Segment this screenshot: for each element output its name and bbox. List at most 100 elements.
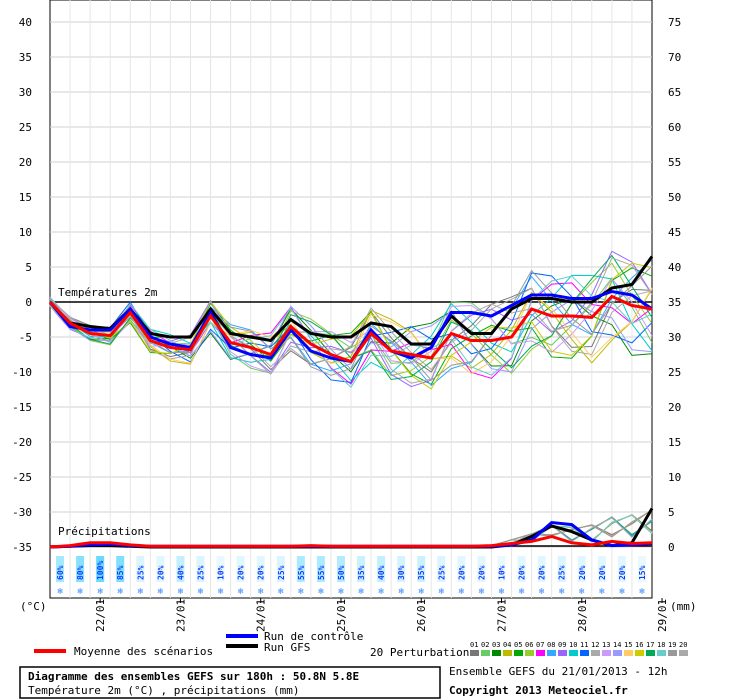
snow-percent-label: 20% xyxy=(598,565,607,580)
perturbation-swatch xyxy=(635,650,644,656)
footer-title: Diagramme des ensembles GEFS sur 180h : … xyxy=(28,670,359,683)
snow-percent-label: 25% xyxy=(136,565,145,580)
perturbation-id: 18 xyxy=(657,641,665,649)
right-tick-label: 15 xyxy=(668,436,681,449)
snow-bar xyxy=(256,556,265,582)
date-label: 24/01 xyxy=(255,599,268,632)
snow-percent-label: 55% xyxy=(317,565,326,580)
perturbation-swatch xyxy=(668,650,677,656)
legend-mean-label: Moyenne des scénarios xyxy=(74,645,213,658)
perturbation-id: 16 xyxy=(635,641,643,649)
main-series xyxy=(48,255,654,549)
snow-percent-label: 80% xyxy=(76,565,85,580)
perturbation-temp-line xyxy=(49,287,653,371)
perturbations-count-label: 20 Perturbations xyxy=(370,646,476,659)
perturbation-id: 07 xyxy=(536,641,544,649)
snowflake-icon: ❄ xyxy=(378,587,384,597)
snow-cell: 25% ❄ xyxy=(196,556,206,597)
perturbation-swatch xyxy=(580,650,589,656)
left-tick-label: 40 xyxy=(19,16,32,29)
snowflake-icon: ❄ xyxy=(97,587,103,597)
snow-cell: 60% ❄ xyxy=(56,556,65,597)
snow-percent-label: 100% xyxy=(96,561,105,580)
perturbation-id: 14 xyxy=(613,641,621,649)
snow-bar xyxy=(417,556,426,582)
perturbation-swatch xyxy=(536,650,545,656)
snow-bar xyxy=(76,556,85,582)
snow-cell: 20% ❄ xyxy=(517,556,527,597)
snowflake-icon: ❄ xyxy=(118,587,124,597)
date-label: 26/01 xyxy=(415,599,428,632)
snow-percent-label: 10% xyxy=(498,565,507,580)
snow-bar xyxy=(497,556,506,582)
perturbation-temp-line xyxy=(49,267,653,386)
right-tick-label: 20 xyxy=(668,401,681,414)
snow-cell: 25% ❄ xyxy=(136,556,145,597)
snow-cell: 10% ❄ xyxy=(497,556,507,597)
perturbation-id: 17 xyxy=(646,641,654,649)
snow-cell: 25% ❄ xyxy=(557,556,567,597)
right-tick-label: 60 xyxy=(668,121,681,134)
legend-gfs-label: Run GFS xyxy=(264,641,310,654)
snowflake-icon: ❄ xyxy=(358,587,364,597)
snowflake-icon: ❄ xyxy=(559,587,565,597)
perturbation-id: 19 xyxy=(668,641,676,649)
snow-cell: 20% ❄ xyxy=(537,556,547,597)
snow-percent-label: 55% xyxy=(297,565,306,580)
snow-bar xyxy=(316,556,325,582)
perturbation-id: 09 xyxy=(558,641,566,649)
snow-cell: 40% ❄ xyxy=(176,556,185,597)
right-tick-label: 65 xyxy=(668,86,681,99)
snow-bar xyxy=(377,556,386,582)
snowflake-icon: ❄ xyxy=(198,587,204,597)
snow-cell: 30% ❄ xyxy=(397,556,406,597)
snow-bar xyxy=(397,556,406,582)
perturbation-id: 15 xyxy=(624,641,632,649)
perturbation-swatch xyxy=(492,650,501,656)
snowflake-icon: ❄ xyxy=(398,587,404,597)
snow-cell: 25% ❄ xyxy=(276,556,286,597)
snow-bar xyxy=(136,556,145,582)
right-tick-label: 40 xyxy=(668,261,681,274)
left-tick-label: 35 xyxy=(19,51,32,64)
series-temp-line xyxy=(48,255,654,346)
perturbation-temp-line xyxy=(49,282,653,385)
snow-cell: 20% ❄ xyxy=(156,556,165,597)
perturbation-temp-line xyxy=(49,250,653,388)
snowflake-icon: ❄ xyxy=(439,587,445,597)
snow-percent-label: 20% xyxy=(518,565,527,580)
snow-cell: 20% ❄ xyxy=(617,556,627,597)
snowflake-icon: ❄ xyxy=(278,587,284,597)
left-tick-label: 5 xyxy=(25,261,32,274)
snow-bar xyxy=(577,556,586,582)
snow-cell: 85% ❄ xyxy=(116,556,125,597)
snow-bar xyxy=(236,556,245,582)
series-temp-line xyxy=(48,294,653,364)
perturbation-temp-line xyxy=(49,275,653,388)
perturbation-id: 03 xyxy=(492,641,500,649)
date-label: 27/01 xyxy=(496,599,509,632)
snowflake-icon: ❄ xyxy=(77,587,83,597)
snow-bar xyxy=(116,556,125,582)
snow-percent-label: 85% xyxy=(116,565,125,580)
snow-percent-label: 20% xyxy=(237,565,246,580)
snow-bar xyxy=(156,556,165,582)
snowflake-icon: ❄ xyxy=(419,587,425,597)
perturbation-id: 12 xyxy=(591,641,599,649)
snowflake-icon: ❄ xyxy=(539,587,545,597)
perturbation-id: 06 xyxy=(525,641,533,649)
snowflake-icon: ❄ xyxy=(519,587,525,597)
snowflake-icon: ❄ xyxy=(459,587,465,597)
snow-percent-label: 25% xyxy=(558,565,567,580)
snow-cell: 20% ❄ xyxy=(457,556,466,597)
snow-cell: 40% ❄ xyxy=(377,556,386,597)
perturbation-swatch xyxy=(657,650,666,656)
snow-bar xyxy=(176,556,185,582)
snow-percent-label: 60% xyxy=(56,565,65,580)
left-tick-label: 30 xyxy=(19,86,32,99)
perturbation-temp-line xyxy=(49,257,653,384)
perturbation-swatch xyxy=(481,650,490,656)
snowflake-icon: ❄ xyxy=(218,587,224,597)
snow-bar xyxy=(276,556,285,582)
